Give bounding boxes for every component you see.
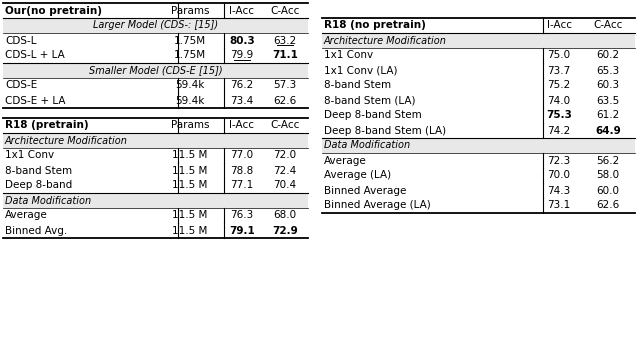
Bar xyxy=(3,63,308,78)
Text: 11.5 M: 11.5 M xyxy=(172,180,208,191)
Text: 65.3: 65.3 xyxy=(596,66,620,76)
Text: 75.3: 75.3 xyxy=(546,110,572,120)
Text: 70.4: 70.4 xyxy=(273,180,296,191)
Text: 59.4k: 59.4k xyxy=(175,80,205,90)
Text: R18 (pretrain): R18 (pretrain) xyxy=(5,120,88,131)
Text: Average: Average xyxy=(324,156,367,166)
Bar xyxy=(322,33,635,48)
Text: Binned Average (LA): Binned Average (LA) xyxy=(324,201,431,210)
Text: 11.5 M: 11.5 M xyxy=(172,226,208,235)
Text: 75.0: 75.0 xyxy=(547,50,571,60)
Text: 58.0: 58.0 xyxy=(596,170,620,180)
Text: 11.5 M: 11.5 M xyxy=(172,210,208,221)
Bar xyxy=(3,193,308,208)
Text: 11.5 M: 11.5 M xyxy=(172,150,208,161)
Text: 61.2: 61.2 xyxy=(596,110,620,120)
Bar xyxy=(322,138,635,153)
Text: Architecture Modification: Architecture Modification xyxy=(5,136,128,145)
Text: Our(no pretrain): Our(no pretrain) xyxy=(5,6,102,16)
Text: Binned Average: Binned Average xyxy=(324,185,406,196)
Text: 68.0: 68.0 xyxy=(273,210,296,221)
Text: I-Acc: I-Acc xyxy=(230,6,255,16)
Text: C-Acc: C-Acc xyxy=(593,20,623,30)
Text: CDS-E + LA: CDS-E + LA xyxy=(5,96,65,106)
Text: 72.3: 72.3 xyxy=(547,156,571,166)
Text: C-Acc: C-Acc xyxy=(270,6,300,16)
Text: 56.2: 56.2 xyxy=(596,156,620,166)
Text: Average: Average xyxy=(5,210,48,221)
Text: Smaller Model (CDS-E [15]): Smaller Model (CDS-E [15]) xyxy=(89,66,222,76)
Text: 73.7: 73.7 xyxy=(547,66,571,76)
Text: 76.3: 76.3 xyxy=(230,210,253,221)
Text: 77.1: 77.1 xyxy=(230,180,253,191)
Text: 1.75M: 1.75M xyxy=(174,36,206,46)
Text: 73.4: 73.4 xyxy=(230,96,253,106)
Text: 74.3: 74.3 xyxy=(547,185,571,196)
Text: 1x1 Conv: 1x1 Conv xyxy=(5,150,54,161)
Text: Data Modification: Data Modification xyxy=(324,140,410,150)
Text: Average (LA): Average (LA) xyxy=(324,170,391,180)
Text: 79.1: 79.1 xyxy=(229,226,255,235)
Text: 60.0: 60.0 xyxy=(596,185,620,196)
Text: 73.1: 73.1 xyxy=(547,201,571,210)
Text: 71.1: 71.1 xyxy=(272,50,298,60)
Text: Deep 8-band Stem: Deep 8-band Stem xyxy=(324,110,422,120)
Text: 8-band Stem (LA): 8-band Stem (LA) xyxy=(324,96,415,106)
Text: Data Modification: Data Modification xyxy=(5,196,91,205)
Text: 1.75M: 1.75M xyxy=(174,50,206,60)
Bar xyxy=(3,18,308,33)
Bar xyxy=(3,133,308,148)
Text: I-Acc: I-Acc xyxy=(547,20,572,30)
Text: 72.0: 72.0 xyxy=(273,150,296,161)
Text: Architecture Modification: Architecture Modification xyxy=(324,36,447,46)
Text: 76.2: 76.2 xyxy=(230,80,253,90)
Text: R18 (no pretrain): R18 (no pretrain) xyxy=(324,20,426,30)
Text: 60.3: 60.3 xyxy=(596,80,620,90)
Text: Params: Params xyxy=(171,6,209,16)
Text: 63.2: 63.2 xyxy=(273,36,296,46)
Text: CDS-L: CDS-L xyxy=(5,36,36,46)
Text: 72.4: 72.4 xyxy=(273,166,296,175)
Text: C-Acc: C-Acc xyxy=(270,120,300,131)
Text: 63.5: 63.5 xyxy=(596,96,620,106)
Text: 1x1 Conv (LA): 1x1 Conv (LA) xyxy=(324,66,397,76)
Text: CDS-L + LA: CDS-L + LA xyxy=(5,50,65,60)
Text: 11.5 M: 11.5 M xyxy=(172,166,208,175)
Text: 8-band Stem: 8-band Stem xyxy=(324,80,391,90)
Text: Larger Model (CDS-: [15]): Larger Model (CDS-: [15]) xyxy=(93,20,218,30)
Text: 62.6: 62.6 xyxy=(596,201,620,210)
Text: 62.6: 62.6 xyxy=(273,96,296,106)
Text: CDS-E: CDS-E xyxy=(5,80,37,90)
Text: Deep 8-band: Deep 8-band xyxy=(5,180,72,191)
Text: 78.8: 78.8 xyxy=(230,166,253,175)
Text: I-Acc: I-Acc xyxy=(230,120,255,131)
Text: 60.2: 60.2 xyxy=(596,50,620,60)
Text: 77.0: 77.0 xyxy=(230,150,253,161)
Text: 72.9: 72.9 xyxy=(272,226,298,235)
Text: 57.3: 57.3 xyxy=(273,80,296,90)
Text: 79.9: 79.9 xyxy=(230,50,253,60)
Text: 80.3: 80.3 xyxy=(229,36,255,46)
Text: 70.0: 70.0 xyxy=(547,170,570,180)
Text: 59.4k: 59.4k xyxy=(175,96,205,106)
Text: 8-band Stem: 8-band Stem xyxy=(5,166,72,175)
Text: 75.2: 75.2 xyxy=(547,80,571,90)
Text: Deep 8-band Stem (LA): Deep 8-band Stem (LA) xyxy=(324,126,446,136)
Text: 74.2: 74.2 xyxy=(547,126,571,136)
Text: 64.9: 64.9 xyxy=(595,126,621,136)
Text: Params: Params xyxy=(171,120,209,131)
Text: 1x1 Conv: 1x1 Conv xyxy=(324,50,373,60)
Text: 74.0: 74.0 xyxy=(547,96,571,106)
Text: Binned Avg.: Binned Avg. xyxy=(5,226,67,235)
